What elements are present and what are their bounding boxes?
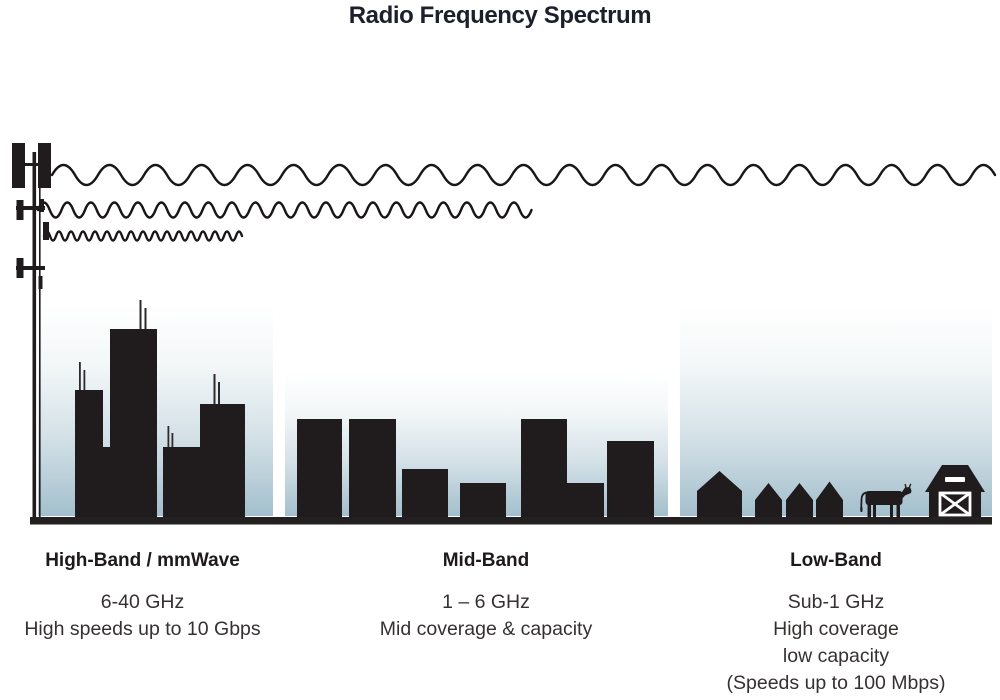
band-caption-high: High-Band / mmWave 6-40 GHz High speeds … xyxy=(20,550,265,643)
low-frequency-wave-icon xyxy=(50,163,997,187)
mid-rise-buildings-icon xyxy=(297,419,654,518)
band-detail-low-1: High coverage xyxy=(773,618,899,640)
barn-loft-slit xyxy=(945,477,965,482)
radio-waves xyxy=(36,163,997,242)
band-label-low: Low-Band xyxy=(790,550,882,571)
page-title: Radio Frequency Spectrum xyxy=(348,2,652,29)
suburb-houses-icon xyxy=(697,471,843,517)
band-detail-low-3: (Speeds up to 100 Mbps) xyxy=(726,672,946,694)
rooftop-antennas xyxy=(79,300,220,447)
band-label-high: High-Band / mmWave xyxy=(45,550,240,571)
city-skyline-icon xyxy=(75,300,245,518)
high-frequency-wave-icon xyxy=(42,230,244,242)
band-detail-low-2: low capacity xyxy=(782,645,890,667)
band-frequency-mid: 1 – 6 GHz xyxy=(442,591,530,613)
band-frequency-low: Sub-1 GHz xyxy=(787,591,885,613)
band-label-mid: Mid-Band xyxy=(442,550,530,571)
barn-door-crossbuck xyxy=(939,491,971,517)
band-detail-mid: Mid coverage & capacity xyxy=(379,618,593,640)
barn-door-frame xyxy=(938,491,972,517)
band-caption-low: Low-Band Sub-1 GHz High coverage low cap… xyxy=(691,550,981,697)
cow-icon xyxy=(860,483,912,518)
band-detail-high: High speeds up to 10 Gbps xyxy=(24,618,261,640)
mid-frequency-wave-icon xyxy=(36,201,533,219)
ground-line xyxy=(30,517,992,525)
cell-tower-icon xyxy=(12,143,51,520)
band-caption-mid: Mid-Band 1 – 6 GHz Mid coverage & capaci… xyxy=(361,550,611,643)
barn-icon xyxy=(925,465,985,517)
band-frequency-high: 6-40 GHz xyxy=(100,591,185,613)
